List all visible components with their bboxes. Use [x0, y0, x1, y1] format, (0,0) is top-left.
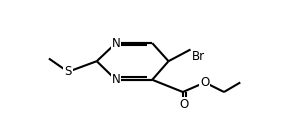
Text: N: N — [112, 73, 120, 86]
Text: O: O — [180, 98, 189, 111]
Text: N: N — [112, 37, 120, 50]
Text: S: S — [64, 65, 72, 78]
Text: O: O — [200, 76, 210, 89]
Text: Br: Br — [191, 50, 204, 63]
